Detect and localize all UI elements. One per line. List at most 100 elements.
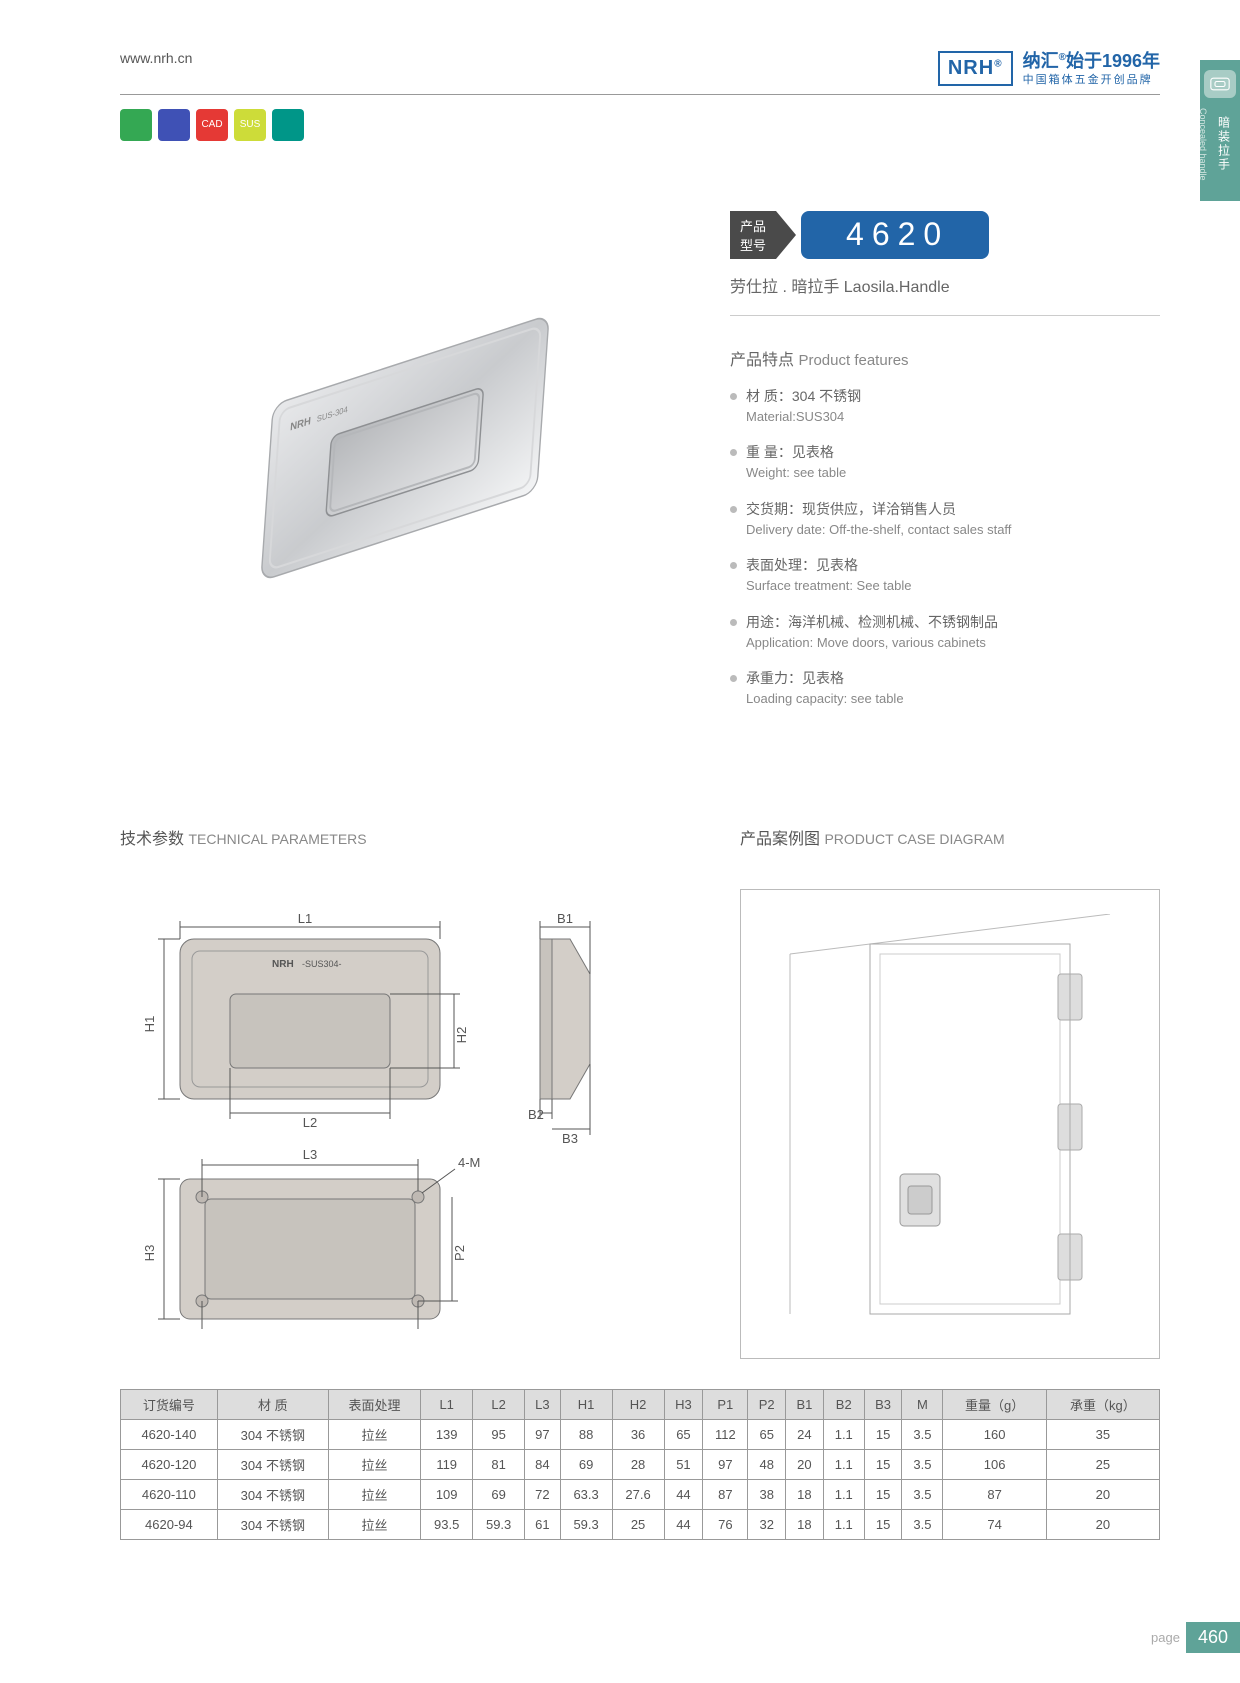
- table-cell: 15: [864, 1449, 902, 1479]
- table-cell: 1.1: [823, 1509, 864, 1539]
- table-header-cell: H1: [560, 1389, 612, 1419]
- table-header-cell: P2: [748, 1389, 786, 1419]
- features-list: 材 质：304 不锈钢Material:SUS304 重 量：见表格Weight:…: [730, 386, 1160, 709]
- table-cell: 拉丝: [328, 1419, 420, 1449]
- table-cell: 3.5: [902, 1509, 943, 1539]
- table-cell: 38: [748, 1479, 786, 1509]
- table-cell: 87: [943, 1479, 1046, 1509]
- feature-icon: [272, 109, 304, 141]
- table-cell: 4620-110: [121, 1479, 218, 1509]
- feature-item: 材 质：304 不锈钢Material:SUS304: [730, 386, 1160, 427]
- table-cell: 74: [943, 1509, 1046, 1539]
- brand-block: NRH® 纳汇®始于1996年 中国箱体五金开创品牌: [938, 50, 1160, 88]
- feature-icon: [120, 109, 152, 141]
- svg-text:-SUS304-: -SUS304-: [302, 959, 342, 969]
- top-content: NRH SUS-304 产品型号 4620 劳仕拉 . 暗拉手 Laosila.…: [120, 171, 1160, 725]
- spec-table: 订货编号材 质表面处理L1L2L3H1H2H3P1P2B1B2B3M重量（g）承…: [120, 1389, 1160, 1540]
- features-title: 产品特点 Product features: [730, 346, 1160, 370]
- table-cell: 69: [473, 1479, 525, 1509]
- table-cell: 304 不锈钢: [217, 1479, 328, 1509]
- svg-text:H2: H2: [454, 1026, 469, 1043]
- svg-text:B1: B1: [557, 911, 573, 926]
- table-cell: 4620-140: [121, 1419, 218, 1449]
- svg-text:L2: L2: [303, 1115, 317, 1130]
- table-cell: 93.5: [421, 1509, 473, 1539]
- table-header-cell: M: [902, 1389, 943, 1419]
- table-row: 4620-94304 不锈钢拉丝93.559.36159.32544763218…: [121, 1509, 1160, 1539]
- table-cell: 3.5: [902, 1449, 943, 1479]
- feature-icon: CAD: [196, 109, 228, 141]
- table-cell: 4620-120: [121, 1449, 218, 1479]
- table-cell: 304 不锈钢: [217, 1419, 328, 1449]
- svg-text:4-M: 4-M: [458, 1155, 480, 1170]
- handle-render: NRH SUS-304: [220, 308, 590, 588]
- table-cell: 3.5: [902, 1419, 943, 1449]
- table-cell: 72: [525, 1479, 561, 1509]
- product-info: 产品型号 4620 劳仕拉 . 暗拉手 Laosila.Handle 产品特点 …: [730, 171, 1160, 725]
- product-subtitle: 劳仕拉 . 暗拉手 Laosila.Handle: [730, 273, 1160, 316]
- table-cell: 1.1: [823, 1479, 864, 1509]
- table-row: 4620-140304 不锈钢拉丝139959788366511265241.1…: [121, 1419, 1160, 1449]
- case-diagram-section: 产品案例图 PRODUCT CASE DIAGRAM: [740, 825, 1160, 1359]
- table-cell: 拉丝: [328, 1479, 420, 1509]
- table-cell: 304 不锈钢: [217, 1449, 328, 1479]
- table-cell: 112: [703, 1419, 748, 1449]
- table-cell: 87: [703, 1479, 748, 1509]
- table-cell: 69: [560, 1449, 612, 1479]
- table-header-cell: L3: [525, 1389, 561, 1419]
- side-tab: Concealed handle 暗装拉手: [1200, 60, 1240, 201]
- table-cell: 18: [786, 1479, 824, 1509]
- tech-heading: 技术参数 TECHNICAL PARAMETERS: [120, 825, 700, 849]
- table-cell: 15: [864, 1479, 902, 1509]
- svg-text:B3: B3: [562, 1131, 578, 1146]
- page-container: www.nrh.cn NRH® 纳汇®始于1996年 中国箱体五金开创品牌 Co…: [0, 0, 1240, 1683]
- table-header-cell: 表面处理: [328, 1389, 420, 1419]
- table-cell: 61: [525, 1509, 561, 1539]
- feature-item: 重 量：见表格Weight: see table: [730, 442, 1160, 483]
- table-cell: 18: [786, 1509, 824, 1539]
- table-cell: 76: [703, 1509, 748, 1539]
- table-cell: 24: [786, 1419, 824, 1449]
- table-cell: 106: [943, 1449, 1046, 1479]
- table-row: 4620-110304 不锈钢拉丝109697263.327.644873818…: [121, 1479, 1160, 1509]
- table-header-cell: B1: [786, 1389, 824, 1419]
- table-cell: 65: [664, 1419, 703, 1449]
- table-cell: 44: [664, 1509, 703, 1539]
- table-header-cell: L2: [473, 1389, 525, 1419]
- table-cell: 84: [525, 1449, 561, 1479]
- table-cell: 32: [748, 1509, 786, 1539]
- page-footer: page 460: [1151, 1622, 1240, 1653]
- svg-text:NRH: NRH: [272, 959, 294, 970]
- table-cell: 139: [421, 1419, 473, 1449]
- table-header-cell: P1: [703, 1389, 748, 1419]
- table-header-cell: H2: [612, 1389, 664, 1419]
- table-cell: 59.3: [473, 1509, 525, 1539]
- table-cell: 25: [612, 1509, 664, 1539]
- model-number: 4620: [801, 211, 989, 259]
- table-cell: 20: [1046, 1479, 1159, 1509]
- table-header-cell: H3: [664, 1389, 703, 1419]
- table-cell: 1.1: [823, 1449, 864, 1479]
- tech-params: 技术参数 TECHNICAL PARAMETERS NRH -SUS304- L…: [120, 825, 700, 1359]
- table-cell: 3.5: [902, 1479, 943, 1509]
- site-url: www.nrh.cn: [120, 50, 192, 66]
- table-cell: 97: [525, 1419, 561, 1449]
- product-photo: NRH SUS-304: [120, 171, 690, 725]
- case-heading: 产品案例图 PRODUCT CASE DIAGRAM: [740, 825, 1160, 849]
- feature-item: 表面处理：见表格Surface treatment: See table: [730, 555, 1160, 596]
- table-cell: 160: [943, 1419, 1046, 1449]
- table-cell: 59.3: [560, 1509, 612, 1539]
- table-cell: 4620-94: [121, 1509, 218, 1539]
- table-cell: 20: [1046, 1509, 1159, 1539]
- icon-row: CADSUS: [120, 109, 1160, 141]
- table-cell: 1.1: [823, 1419, 864, 1449]
- table-cell: 35: [1046, 1419, 1159, 1449]
- table-cell: 拉丝: [328, 1449, 420, 1479]
- table-cell: 81: [473, 1449, 525, 1479]
- svg-text:H1: H1: [142, 1015, 157, 1032]
- feature-icon: SUS: [234, 109, 266, 141]
- table-header-cell: 材 质: [217, 1389, 328, 1419]
- table-cell: 65: [748, 1419, 786, 1449]
- model-row: 产品型号 4620: [730, 211, 1160, 259]
- table-cell: 88: [560, 1419, 612, 1449]
